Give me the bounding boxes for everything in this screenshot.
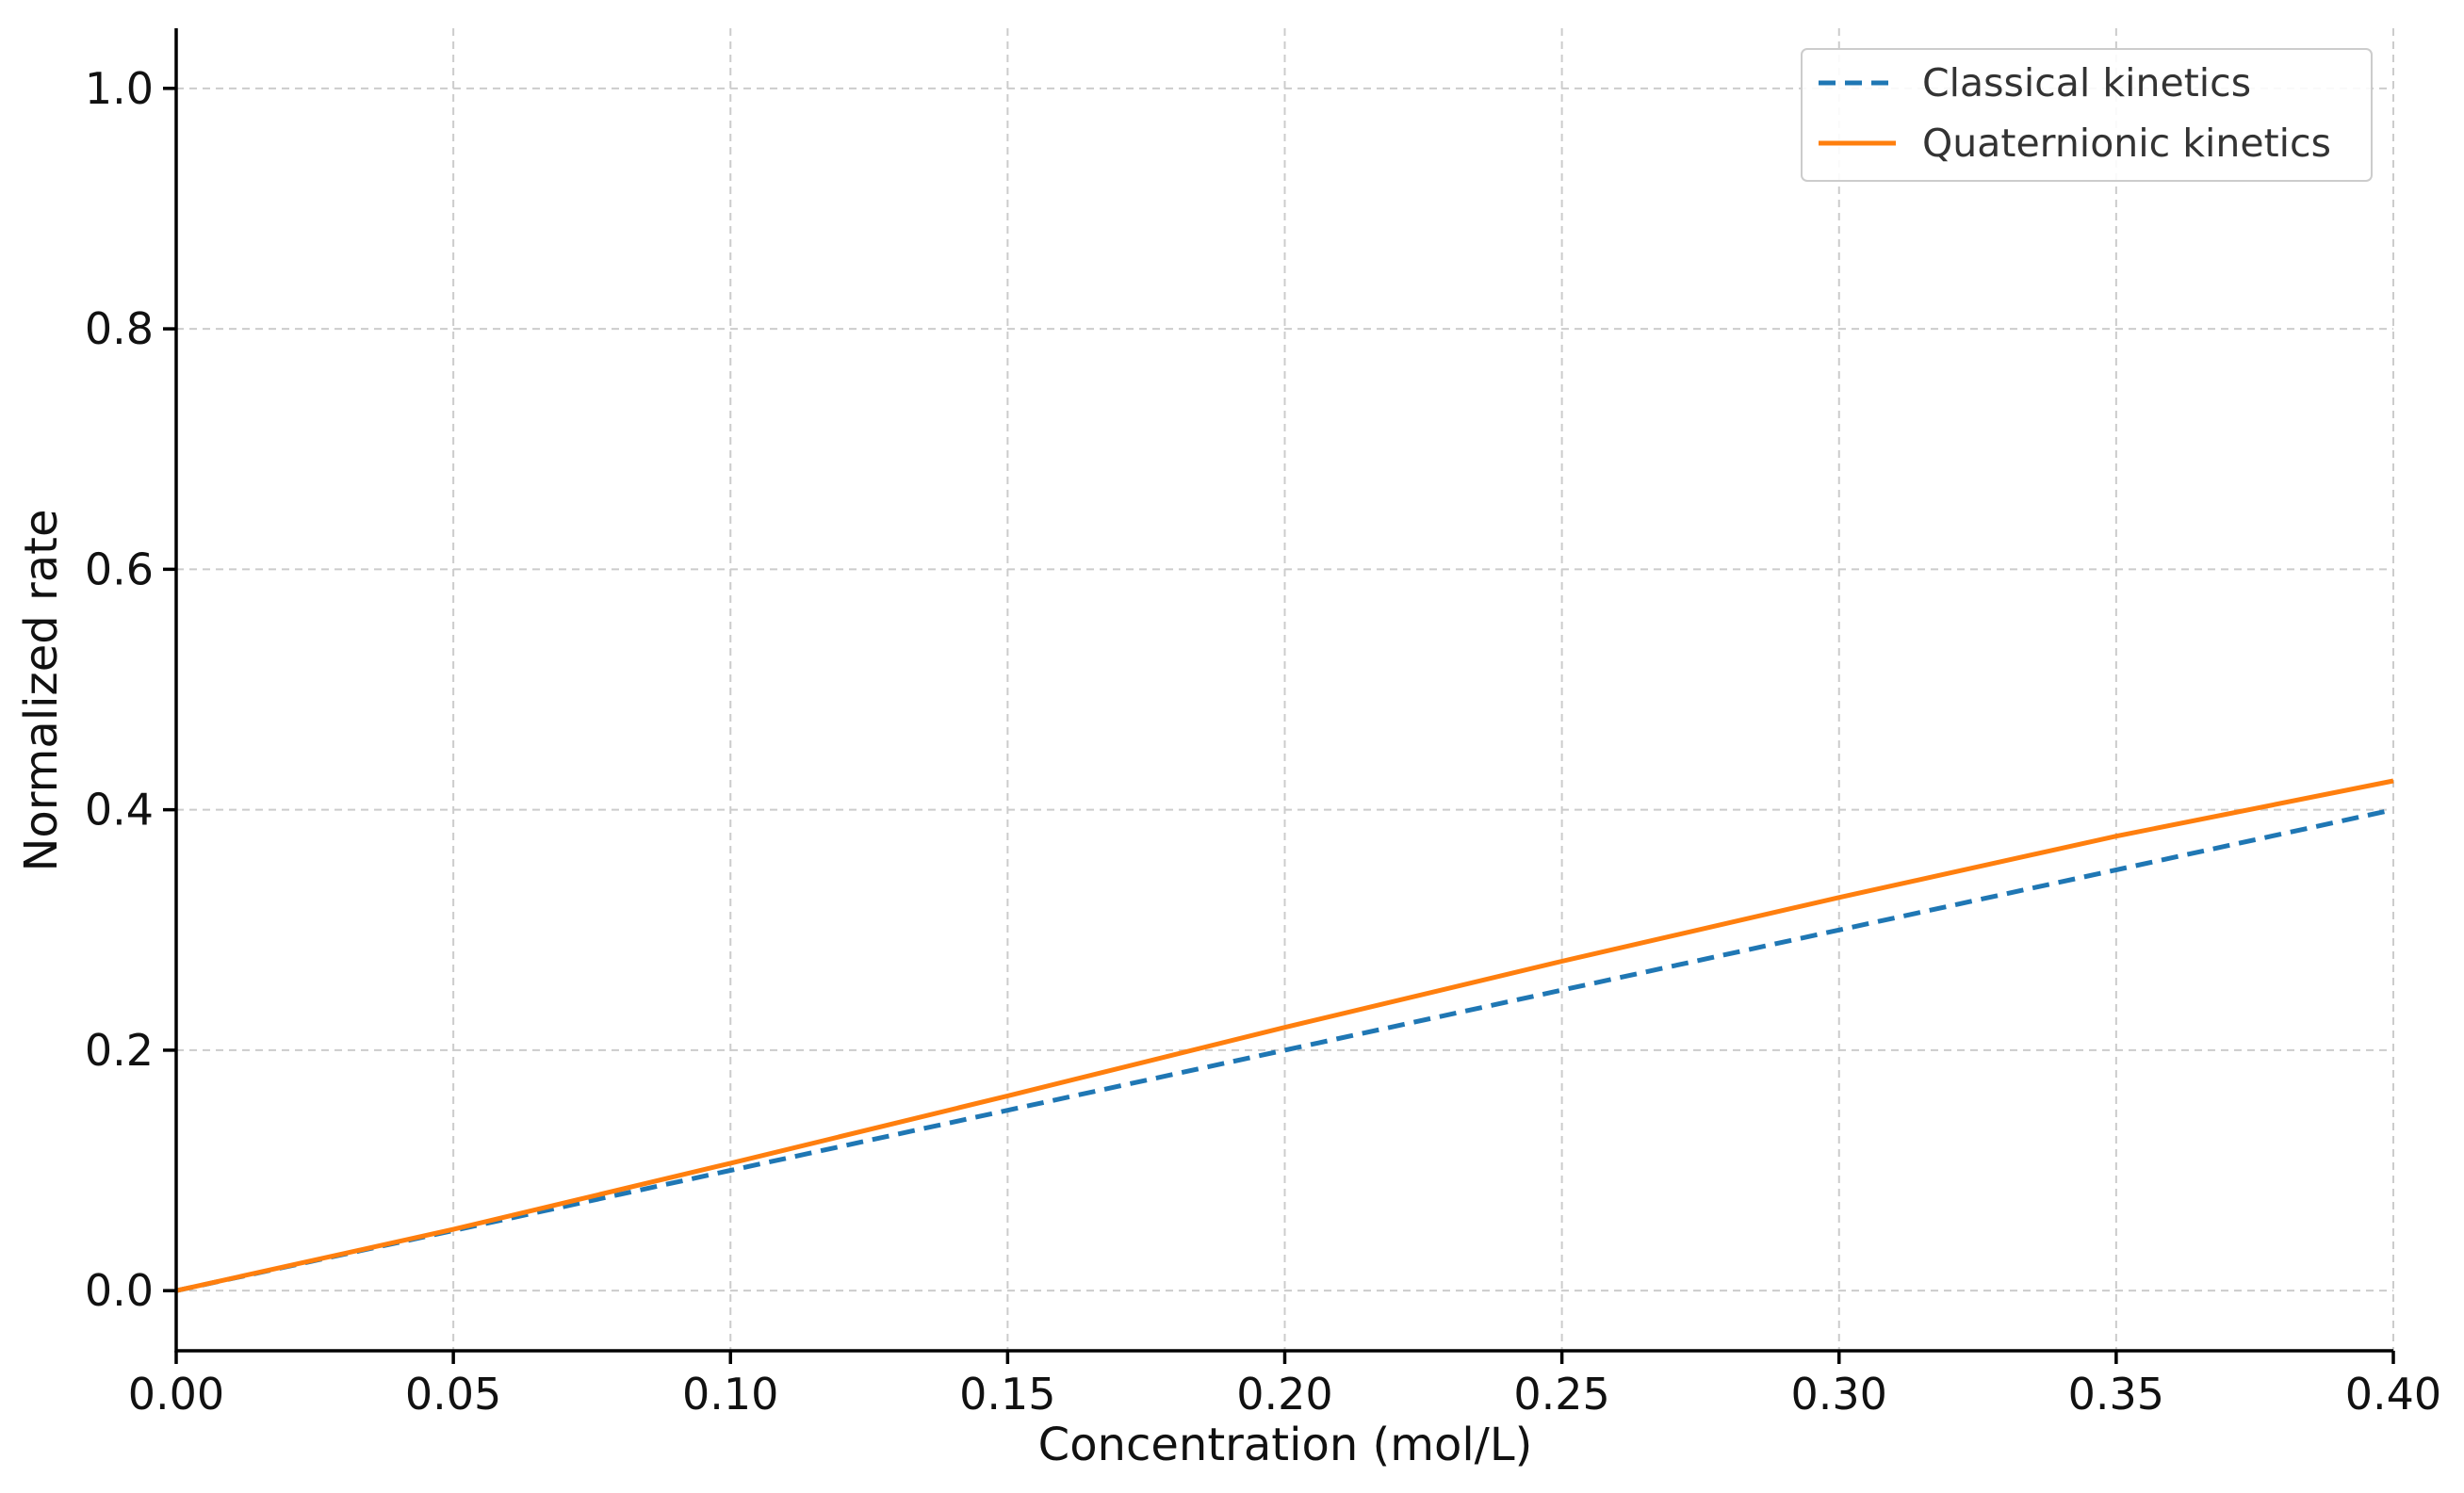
x-tick-label: 0.00 <box>128 1369 224 1420</box>
x-tick-label: 0.05 <box>405 1369 501 1420</box>
x-tick-label: 0.35 <box>2068 1369 2164 1420</box>
legend-box <box>1801 48 2373 182</box>
legend-label: Classical kinetics <box>1922 60 2251 105</box>
y-tick-label: 0.0 <box>85 1265 154 1316</box>
y-axis-title: Normalized rate <box>15 510 68 872</box>
x-tick-label: 0.25 <box>1513 1369 1609 1420</box>
x-axis-title: Concentration (mol/L) <box>1038 1419 1533 1471</box>
legend: Classical kinetics Quaternionic kinetics <box>1801 48 2373 182</box>
y-tick-label: 0.6 <box>85 544 154 594</box>
ticks-layer: 0.00 0.05 0.10 0.15 0.20 0.25 0.30 0.35 0.40 0.0 0… <box>85 63 2441 1420</box>
y-tick-label: 0.8 <box>85 303 154 354</box>
x-tick-label: 0.30 <box>1791 1369 1887 1420</box>
x-tick-label: 0.20 <box>1236 1369 1332 1420</box>
series-layer <box>175 778 2394 1293</box>
grid-layer <box>175 28 2394 1351</box>
y-tick-label: 1.0 <box>85 63 154 114</box>
y-tick-label: 0.2 <box>85 1025 154 1076</box>
x-tick-label: 0.40 <box>2345 1369 2441 1420</box>
series-line-classical <box>175 807 2394 1293</box>
series-line-quaternionic <box>175 778 2394 1293</box>
y-tick-label: 0.4 <box>85 785 154 836</box>
x-tick-label: 0.15 <box>959 1369 1055 1420</box>
legend-label: Quaternionic kinetics <box>1922 121 2331 166</box>
x-tick-label: 0.10 <box>682 1369 778 1420</box>
